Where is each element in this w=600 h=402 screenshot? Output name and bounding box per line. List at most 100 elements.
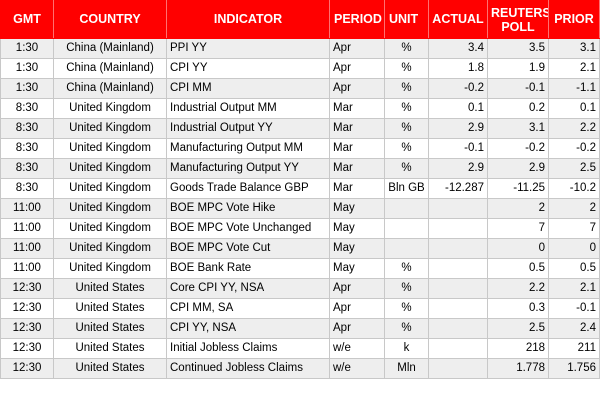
header-reuters-poll: REUTERS POLL	[487, 0, 549, 39]
table-row: 8:30 United Kingdom Industrial Output YY Ma…	[0, 118, 600, 139]
cell-indicator: Continued Jobless Claims	[166, 358, 330, 379]
cell-gmt: 8:30	[0, 138, 54, 159]
header-poll-line1: REUTERS	[491, 5, 549, 20]
header-poll-line2: POLL	[501, 19, 535, 34]
cell-unit: %	[384, 118, 429, 139]
cell-period: Mar	[329, 158, 385, 179]
cell-prior: 2	[548, 198, 600, 219]
cell-indicator: BOE MPC Vote Cut	[166, 238, 330, 259]
cell-prior: 2.1	[548, 58, 600, 79]
table-row: 1:30 China (Mainland) PPI YY Apr% 3.4 3.5 3.1	[0, 38, 600, 59]
cell-reuters-poll: 2	[487, 198, 549, 219]
cell-prior: 2.5	[548, 158, 600, 179]
cell-unit: %	[384, 138, 429, 159]
cell-indicator: PPI YY	[166, 38, 330, 59]
cell-unit: %	[384, 278, 429, 299]
header-actual: ACTUAL	[428, 0, 488, 39]
cell-prior: 211	[548, 338, 600, 359]
cell-gmt: 12:30	[0, 358, 54, 379]
cell-reuters-poll: 7	[487, 218, 549, 239]
cell-country: United Kingdom	[53, 178, 167, 199]
cell-country: United States	[53, 358, 167, 379]
cell-indicator: Manufacturing Output MM	[166, 138, 330, 159]
cell-period: Mar	[329, 118, 385, 139]
cell-country: China (Mainland)	[53, 38, 167, 59]
cell-actual	[428, 258, 488, 279]
header-prior: PRIOR	[548, 0, 600, 39]
cell-gmt: 12:30	[0, 298, 54, 319]
cell-indicator: CPI MM	[166, 78, 330, 99]
cell-reuters-poll: 1.9	[487, 58, 549, 79]
cell-prior: -10.2	[548, 178, 600, 199]
cell-reuters-poll: -0.2	[487, 138, 549, 159]
cell-actual	[428, 338, 488, 359]
cell-period: Mar	[329, 178, 385, 199]
cell-unit: %	[384, 318, 429, 339]
cell-indicator: BOE Bank Rate	[166, 258, 330, 279]
cell-unit	[384, 198, 429, 219]
cell-country: United States	[53, 298, 167, 319]
cell-gmt: 8:30	[0, 98, 54, 119]
cell-period: Apr	[329, 38, 385, 59]
cell-country: United Kingdom	[53, 118, 167, 139]
cell-unit: %	[384, 98, 429, 119]
cell-unit	[384, 218, 429, 239]
header-indicator: INDICATOR	[166, 0, 330, 39]
cell-reuters-poll: 1.778	[487, 358, 549, 379]
cell-actual: -12.287	[428, 178, 488, 199]
header-country: COUNTRY	[53, 0, 167, 39]
cell-actual	[428, 218, 488, 239]
cell-gmt: 8:30	[0, 158, 54, 179]
cell-unit: %	[384, 298, 429, 319]
cell-prior: -0.2	[548, 138, 600, 159]
cell-actual	[428, 238, 488, 259]
table-row: 11:00 United Kingdom BOE Bank Rate May% 0.5 0…	[0, 258, 600, 279]
cell-country: United States	[53, 278, 167, 299]
cell-actual: -0.2	[428, 78, 488, 99]
cell-period: w/e	[329, 358, 385, 379]
cell-indicator: CPI MM, SA	[166, 298, 330, 319]
cell-indicator: Industrial Output YY	[166, 118, 330, 139]
cell-actual	[428, 298, 488, 319]
cell-prior: 2.2	[548, 118, 600, 139]
cell-actual: 0.1	[428, 98, 488, 119]
table-body: 1:30 China (Mainland) PPI YY Apr% 3.4 3.5 3.1 1…	[0, 38, 600, 379]
economic-calendar-table: GMT COUNTRY INDICATOR PERIOD UNIT ACTUAL…	[0, 0, 600, 379]
cell-gmt: 8:30	[0, 118, 54, 139]
cell-country: China (Mainland)	[53, 78, 167, 99]
table-row: 11:00 United Kingdom BOE MPC Vote Unchange…	[0, 218, 600, 239]
cell-indicator: BOE MPC Vote Unchanged	[166, 218, 330, 239]
table-row: 12:30 United States Initial Jobless Claims…	[0, 338, 600, 359]
cell-country: United Kingdom	[53, 98, 167, 119]
cell-actual: 2.9	[428, 158, 488, 179]
cell-prior: 3.1	[548, 38, 600, 59]
table-row: 8:30 United Kingdom Manufacturing Output Y…	[0, 158, 600, 179]
cell-period: Mar	[329, 138, 385, 159]
cell-country: United Kingdom	[53, 238, 167, 259]
cell-indicator: Core CPI YY, NSA	[166, 278, 330, 299]
cell-reuters-poll: 3.5	[487, 38, 549, 59]
table-row: 12:30 United States CPI YY, NSA Apr% 2.5 2.4	[0, 318, 600, 339]
cell-period: Apr	[329, 78, 385, 99]
cell-reuters-poll: 2.9	[487, 158, 549, 179]
cell-prior: 0.5	[548, 258, 600, 279]
cell-gmt: 11:00	[0, 258, 54, 279]
cell-prior: -1.1	[548, 78, 600, 99]
cell-unit	[384, 238, 429, 259]
cell-country: United Kingdom	[53, 158, 167, 179]
cell-actual: 3.4	[428, 38, 488, 59]
cell-actual: 2.9	[428, 118, 488, 139]
table-row: 12:30 United States Core CPI YY, NSA Apr% 2.…	[0, 278, 600, 299]
cell-period: Apr	[329, 58, 385, 79]
cell-unit: %	[384, 78, 429, 99]
table-row: 12:30 United States Continued Jobless Clai…	[0, 358, 600, 379]
cell-period: Apr	[329, 278, 385, 299]
cell-country: United Kingdom	[53, 198, 167, 219]
cell-gmt: 11:00	[0, 218, 54, 239]
cell-gmt: 12:30	[0, 318, 54, 339]
cell-actual: 1.8	[428, 58, 488, 79]
cell-indicator: Manufacturing Output YY	[166, 158, 330, 179]
cell-prior: 0	[548, 238, 600, 259]
cell-unit: Mln	[384, 358, 429, 379]
cell-unit: k	[384, 338, 429, 359]
